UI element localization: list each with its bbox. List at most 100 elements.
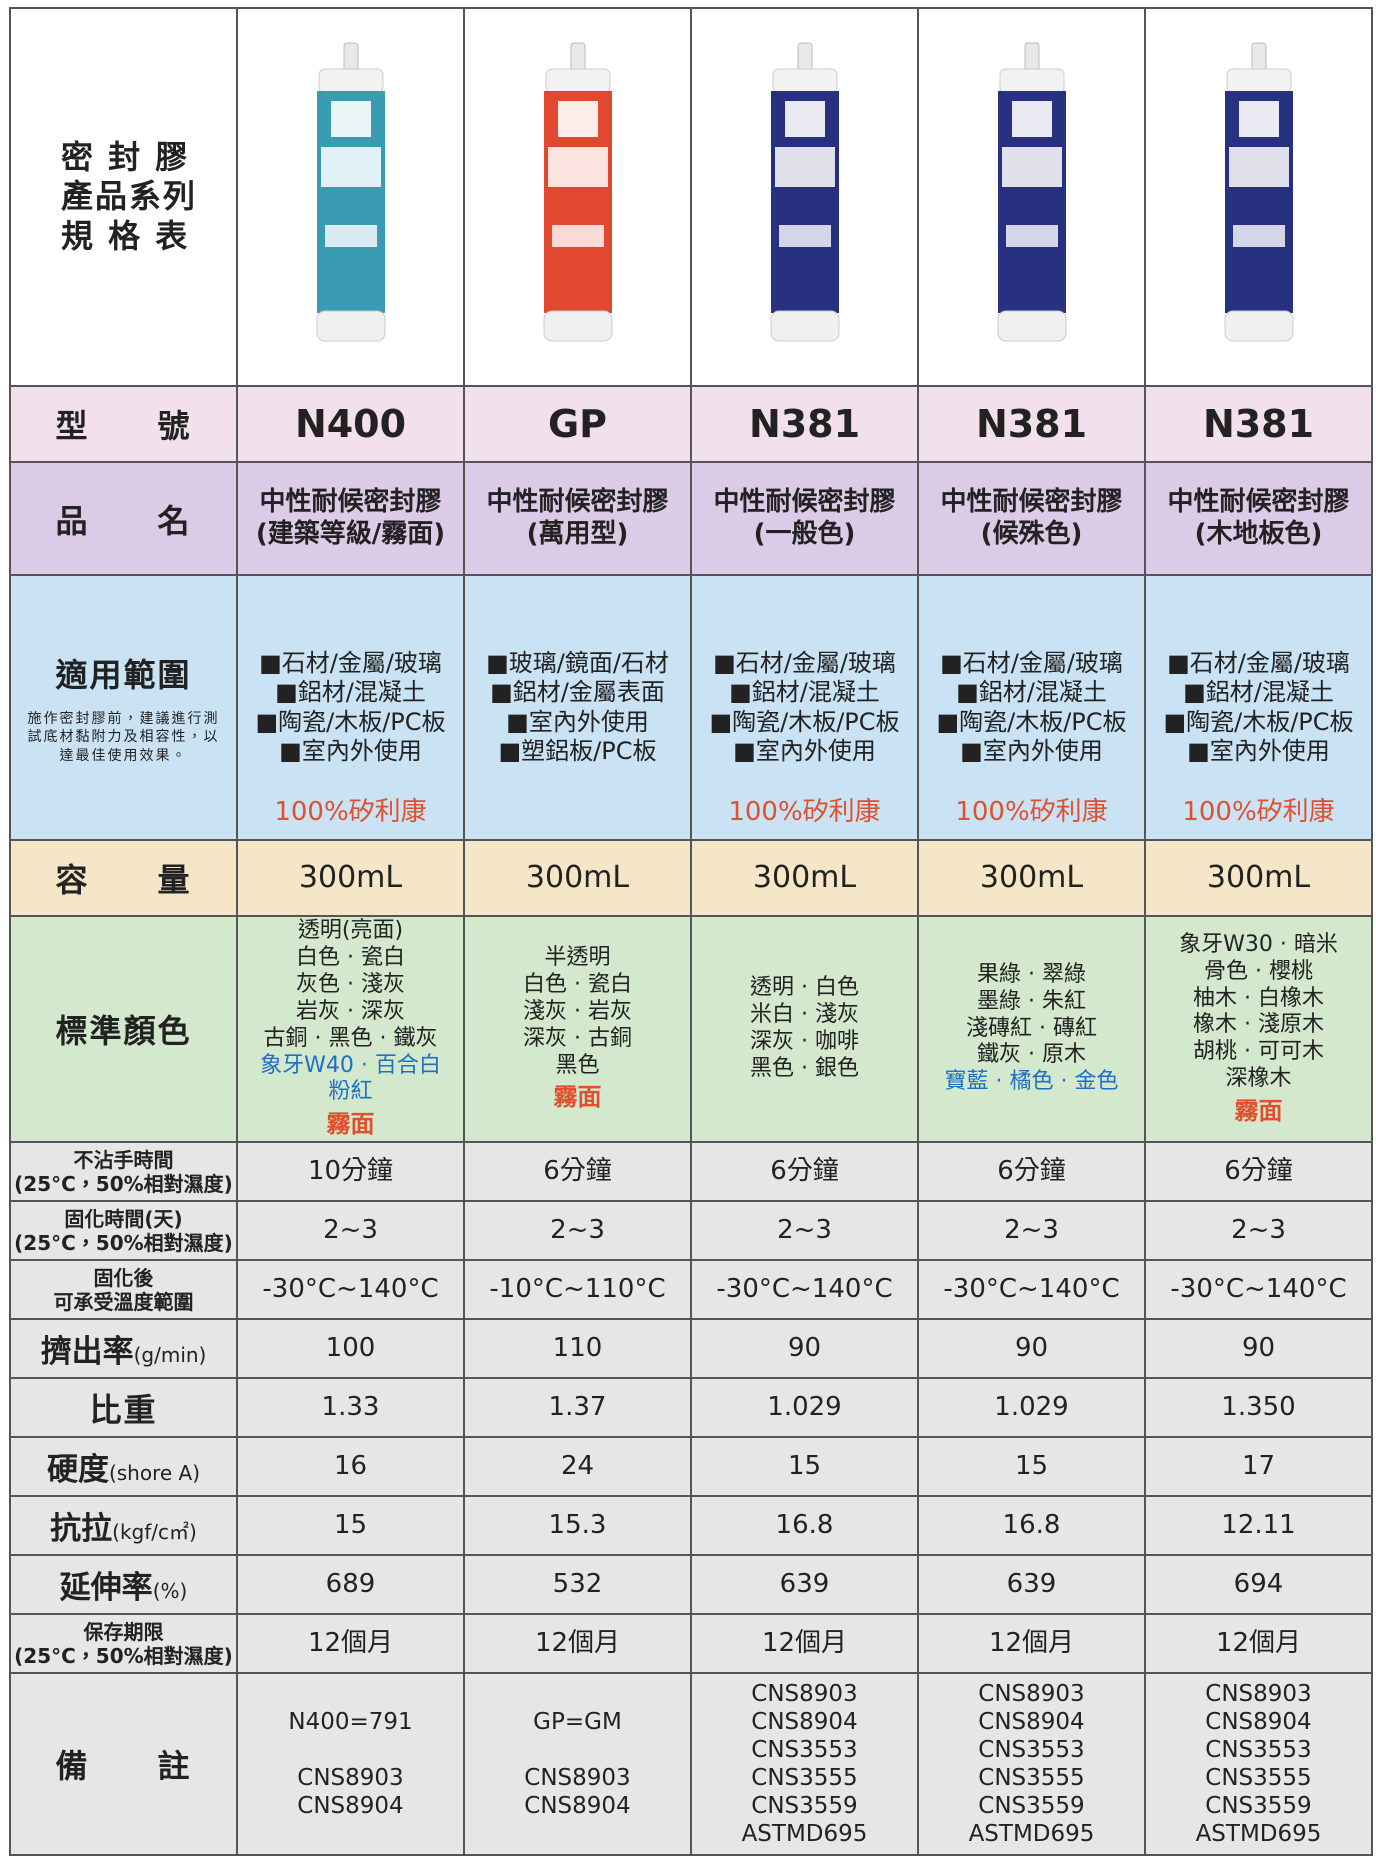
cell-line: (25°C，50%相對濕度)	[11, 1231, 236, 1255]
row-label: 保存期限(25°C，50%相對濕度)	[10, 1614, 237, 1673]
cell-text: 639	[919, 1569, 1144, 1601]
tube-part	[325, 225, 377, 247]
spec-cell: 17	[1145, 1437, 1372, 1496]
cell-line: 透明 · 白色	[692, 975, 917, 1002]
spec-cell: 300mL	[1145, 840, 1372, 916]
tube-part	[558, 101, 598, 137]
cell-line: 黑色	[465, 1053, 690, 1080]
spec-cell: 532	[464, 1555, 691, 1614]
cell-text: 639	[692, 1569, 917, 1601]
cell-text: 15	[919, 1451, 1144, 1483]
row-label: 容 量	[10, 840, 237, 916]
cell-line: ASTMD695	[919, 1820, 1144, 1848]
cell-line: CNS3555	[1146, 1764, 1371, 1792]
spec-cell: 象牙W30 · 暗米骨色 · 櫻桃柚木 · 白橡木橡木 · 淺原木胡桃 · 可可…	[1145, 916, 1372, 1142]
label-text: 標準顏色	[11, 1006, 236, 1052]
cell-text: 15	[692, 1451, 917, 1483]
image-cell	[464, 8, 691, 386]
spec-cell: 2~3	[691, 1201, 918, 1260]
spec-row: 品 名中性耐候密封膠(建築等級/霧面)中性耐候密封膠(萬用型)中性耐候密封膠(一…	[10, 462, 1372, 575]
label-text: 型 號	[11, 401, 236, 447]
cell-text: 2~3	[692, 1215, 917, 1247]
cell-text: 300mL	[1146, 860, 1371, 897]
spec-cell: -30°C~140°C	[1145, 1260, 1372, 1319]
spec-cell: 6分鐘	[918, 1142, 1145, 1201]
spec-cell: 透明(亮面)白色 · 瓷白灰色 · 淺灰岩灰 · 深灰古銅 · 黑色 · 鐵灰象…	[237, 916, 464, 1142]
cell-text: GP	[465, 401, 690, 447]
cell-line: ■塑鋁板/PC板	[465, 737, 690, 766]
cell-line: CNS3555	[692, 1764, 917, 1792]
cell-tag: 100%矽利康	[919, 797, 1144, 829]
cell-text: -10°C~110°C	[465, 1274, 690, 1306]
cell-text: N381	[692, 401, 917, 447]
cell-line: 可承受溫度範圍	[11, 1290, 236, 1314]
product-tube	[291, 35, 411, 355]
cell-text: 6分鐘	[919, 1156, 1144, 1188]
cell-line: 中性耐候密封膠	[465, 487, 690, 519]
spec-cell: 12個月	[918, 1614, 1145, 1673]
cell-text: 2~3	[1146, 1215, 1371, 1247]
row-label: 備 註	[10, 1673, 237, 1855]
spec-cell: 90	[918, 1319, 1145, 1378]
cell-text: 16.8	[919, 1510, 1144, 1542]
cell-tag: 霧面	[1146, 1097, 1371, 1126]
cell-tag: 100%矽利康	[692, 797, 917, 829]
cell-line: ■玻璃/鏡面/石材	[465, 649, 690, 678]
cell-text: 90	[692, 1333, 917, 1365]
tube-part	[1229, 147, 1289, 187]
product-tube	[518, 35, 638, 355]
cell-text: 15.3	[465, 1510, 690, 1542]
title-line: 規 格 表	[11, 217, 236, 256]
cell-line: 古銅 · 黑色 · 鐵灰	[238, 1026, 463, 1053]
tube-part	[785, 101, 825, 137]
cell-text: 16	[238, 1451, 463, 1483]
cell-group: GP=GM	[465, 1708, 690, 1736]
cell-text: 2~3	[465, 1215, 690, 1247]
cell-text: 300mL	[919, 860, 1144, 897]
spec-cell: 16.8	[691, 1496, 918, 1555]
cell-text: 100	[238, 1333, 463, 1365]
spec-cell: 639	[918, 1555, 1145, 1614]
row-label: 型 號	[10, 386, 237, 462]
cell-line: ■石材/金屬/玻璃	[238, 649, 463, 678]
spec-cell: 6分鐘	[691, 1142, 918, 1201]
label-text: 比重	[11, 1385, 236, 1431]
tube-part	[998, 311, 1066, 341]
cell-tag: 100%矽利康	[238, 797, 463, 829]
cell-line: CNS3553	[1146, 1736, 1371, 1764]
cell-line: 中性耐候密封膠	[919, 487, 1144, 519]
cell-line: 果綠 · 翠綠	[919, 962, 1144, 989]
spec-cell: 1.350	[1145, 1378, 1372, 1437]
cell-line: (一般色)	[692, 519, 917, 551]
row-label: 擠出率(g/min)	[10, 1319, 237, 1378]
cell-line: 中性耐候密封膠	[1146, 487, 1371, 519]
spec-row: 標準顏色透明(亮面)白色 · 瓷白灰色 · 淺灰岩灰 · 深灰古銅 · 黑色 ·…	[10, 916, 1372, 1142]
tube-part	[331, 101, 371, 137]
cell-line: ■室內外使用	[1146, 737, 1371, 766]
image-cell	[691, 8, 918, 386]
spec-cell: GP	[464, 386, 691, 462]
cell-line: ■陶瓷/木板/PC板	[919, 708, 1144, 737]
cell-text: 12個月	[919, 1628, 1144, 1660]
spec-cell: 1.029	[691, 1378, 918, 1437]
spec-cell: 半透明白色 · 瓷白淺灰 · 岩灰深灰 · 古銅黑色霧面	[464, 916, 691, 1142]
spec-cell: -30°C~140°C	[691, 1260, 918, 1319]
spec-cell: 12個月	[464, 1614, 691, 1673]
tube-part	[1012, 101, 1052, 137]
spec-cell: 15.3	[464, 1496, 691, 1555]
tube-part	[319, 69, 383, 93]
spec-cell: 2~3	[464, 1201, 691, 1260]
cell-text: 17	[1146, 1451, 1371, 1483]
spec-cell: 中性耐候密封膠(建築等級/霧面)	[237, 462, 464, 575]
spec-cell: 12個月	[237, 1614, 464, 1673]
spec-cell: -10°C~110°C	[464, 1260, 691, 1319]
image-cell	[1145, 8, 1372, 386]
